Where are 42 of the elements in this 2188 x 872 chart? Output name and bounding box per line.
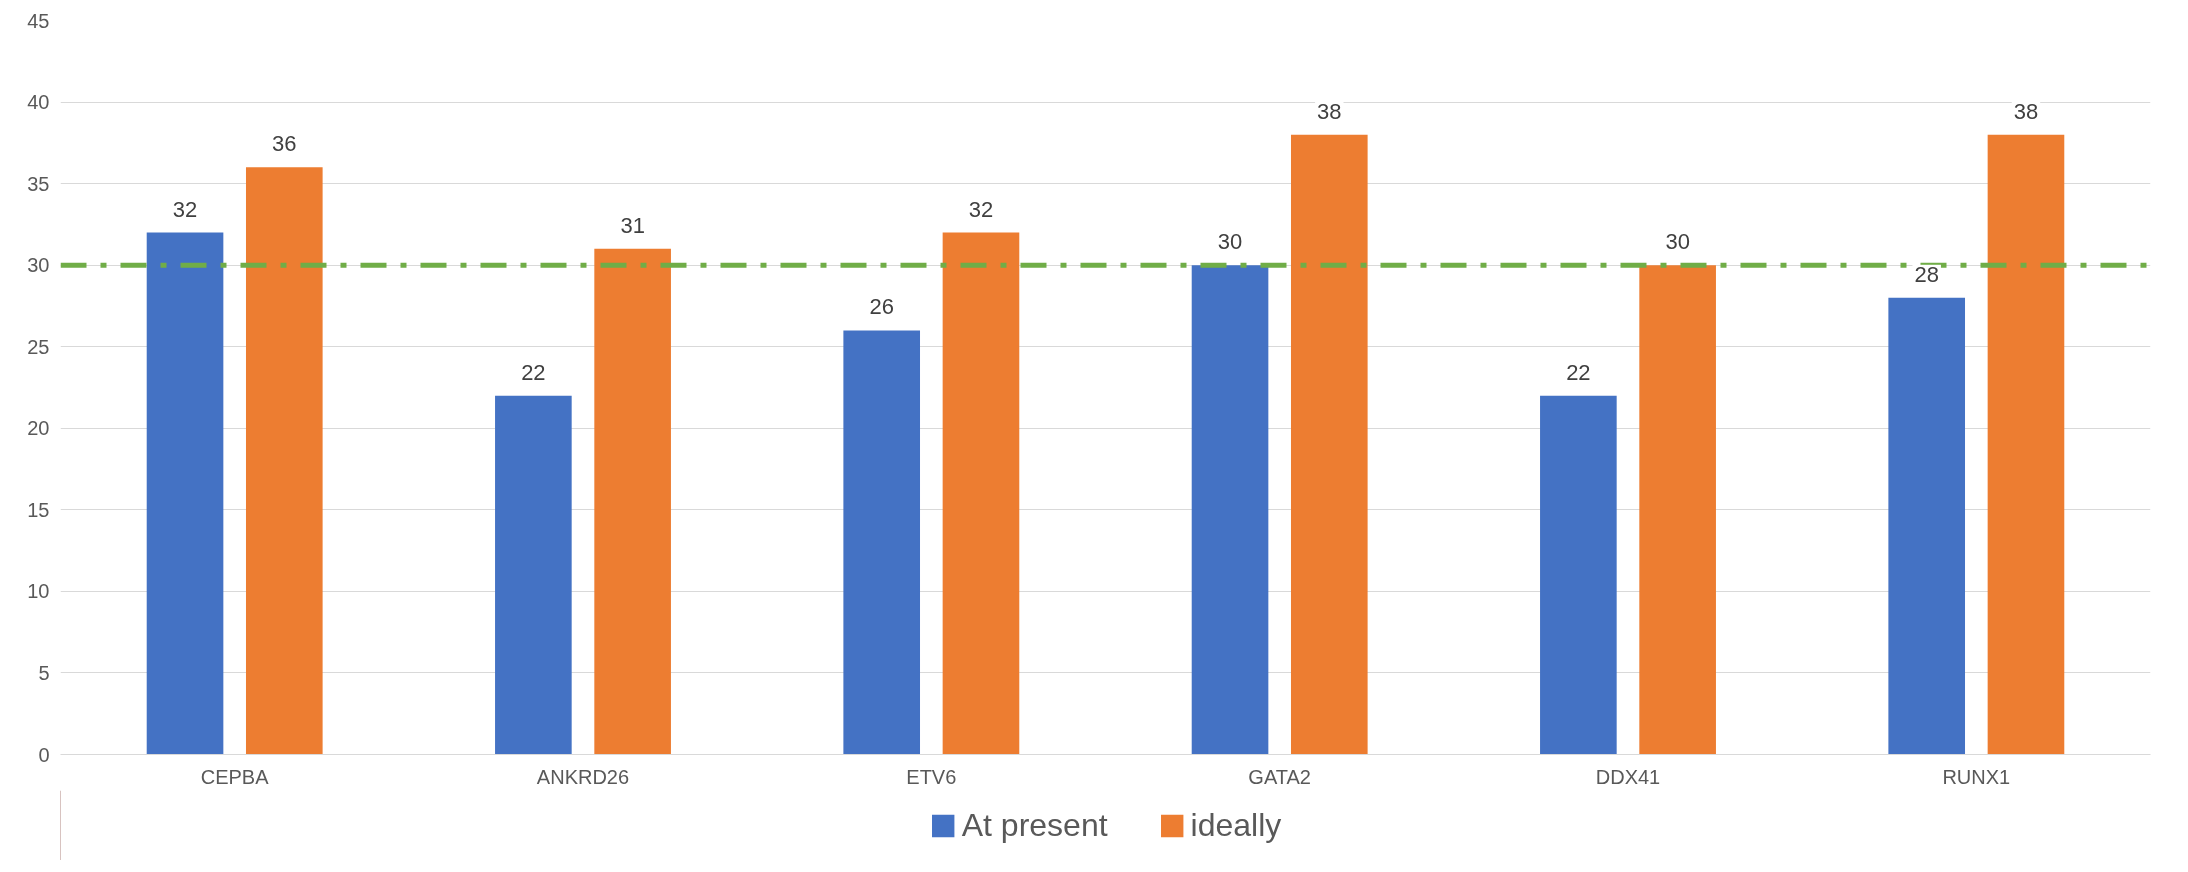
y-tick-label: 25 xyxy=(27,335,50,358)
bar xyxy=(843,330,921,755)
data-label: 30 xyxy=(1665,229,1690,255)
y-tick-label: 40 xyxy=(27,91,50,114)
x-tick-label: ANKRD26 xyxy=(536,765,630,788)
data-label: 31 xyxy=(620,212,645,238)
bar xyxy=(1888,297,1966,755)
x-tick-label: DDX41 xyxy=(1595,765,1661,788)
legend-label: ideally xyxy=(1190,806,1282,844)
legend-label: At present xyxy=(961,806,1108,844)
data-label: 26 xyxy=(869,294,894,320)
data-label: 22 xyxy=(1566,359,1591,385)
bar xyxy=(1639,265,1716,755)
y-tick-label: 10 xyxy=(27,580,50,603)
y-tick-label: 45 xyxy=(27,9,50,32)
bar xyxy=(495,395,572,755)
bar xyxy=(146,232,224,755)
data-label: 22 xyxy=(521,359,546,385)
x-tick-label: ETV6 xyxy=(906,765,957,788)
data-label: 38 xyxy=(2013,98,2039,124)
bar xyxy=(1540,395,1617,755)
x-tick-label: GATA2 xyxy=(1248,765,1311,788)
x-tick-label: CEPBA xyxy=(200,765,270,788)
y-tick-label: 15 xyxy=(27,498,50,521)
x-tick-label: RUNX1 xyxy=(1942,765,2011,788)
data-label: 28 xyxy=(1914,261,1939,287)
bar xyxy=(1987,134,2065,755)
y-tick-label: 35 xyxy=(27,172,50,195)
bar xyxy=(1290,134,1368,755)
data-label: 32 xyxy=(968,196,994,222)
y-tick-label: 0 xyxy=(38,743,50,766)
data-label: 30 xyxy=(1217,229,1243,255)
bar xyxy=(1191,265,1269,755)
data-label: 32 xyxy=(172,196,198,222)
bar xyxy=(594,248,671,755)
data-label: 36 xyxy=(272,131,297,157)
y-tick-label: 30 xyxy=(27,254,50,277)
bar xyxy=(942,232,1020,755)
y-tick-label: 5 xyxy=(38,661,50,684)
data-label: 38 xyxy=(1317,98,1342,124)
bar xyxy=(245,167,323,755)
y-tick-label: 20 xyxy=(27,417,50,440)
